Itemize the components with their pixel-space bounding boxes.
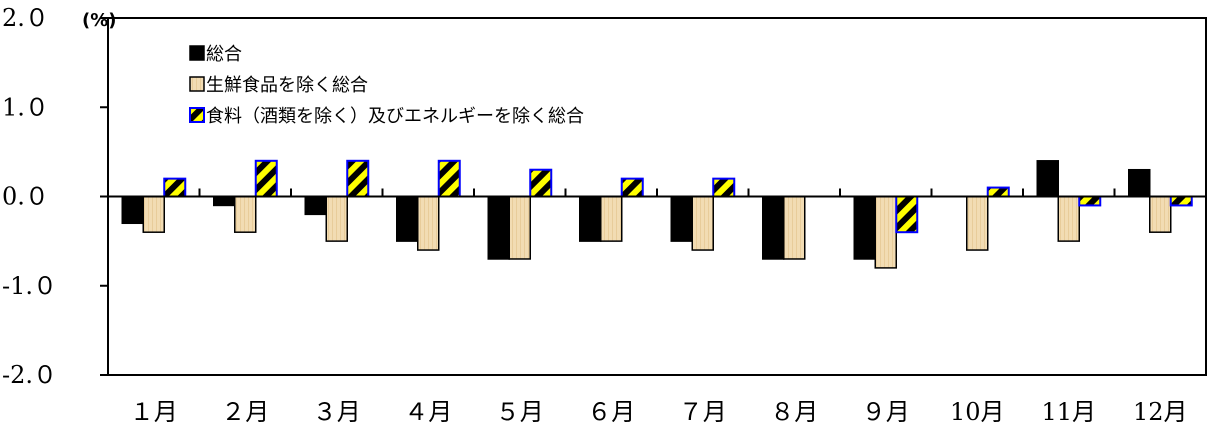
bar-1-7 (670, 195, 693, 242)
bar-1-8 (762, 195, 785, 260)
bar-1-11 (1036, 160, 1059, 198)
x-tick-label: 11月 (1041, 398, 1096, 426)
bar-3-6 (620, 177, 644, 198)
bar-1-1 (121, 195, 144, 225)
bar-3-9 (895, 195, 919, 234)
axes-layer (100, 17, 1206, 376)
bar-1-5 (487, 195, 510, 260)
bar-2-6 (600, 195, 623, 242)
legend-swatch-1 (189, 45, 205, 61)
y-tick-label: 0.０ (2, 183, 49, 211)
y-tick-label: 2.０ (2, 4, 49, 32)
x-tick-label: 12月 (1133, 398, 1188, 426)
bar-1-3 (304, 195, 327, 216)
bar-2-10 (966, 195, 989, 251)
legend-label-3: 食料（酒類を除く）及びエネルギーを除く総合 (206, 106, 584, 127)
x-tick-label: １月 (130, 398, 178, 426)
bar-2-8 (783, 195, 806, 260)
legend-swatch-2 (189, 76, 205, 92)
y-tick-label: 1.０ (2, 93, 49, 121)
bar-3-1 (163, 177, 187, 198)
bar-1-12 (1128, 168, 1151, 198)
bar-1-4 (396, 195, 419, 242)
bar-3-11 (1078, 195, 1102, 207)
bar-2-9 (874, 195, 897, 269)
y-tick-label: -1.０ (2, 272, 57, 300)
bar-2-5 (508, 195, 531, 260)
bar-1-6 (579, 195, 602, 242)
bar-2-1 (142, 195, 165, 233)
x-tick-label: ２月 (221, 398, 269, 426)
bar-3-3 (346, 159, 370, 198)
legend-label-2: 生鮮食品を除く総合 (206, 75, 368, 96)
x-tick-label: ５月 (496, 398, 544, 426)
x-tick-label: ７月 (679, 398, 727, 426)
legend-swatch-3 (189, 107, 205, 123)
x-tick-label: ９月 (862, 398, 910, 426)
x-tick-label: ４月 (404, 398, 452, 426)
bar-2-12 (1149, 195, 1172, 233)
bar-1-2 (213, 195, 236, 207)
y-unit-label: (%) (82, 10, 117, 31)
bar-3-2 (254, 159, 278, 198)
bar-3-4 (437, 159, 461, 198)
bar-3-10 (986, 186, 1010, 198)
bar-1-9 (853, 195, 876, 260)
legend-label-1: 総合 (206, 44, 242, 65)
x-tick-label: ６月 (587, 398, 635, 426)
x-tick-label: ３月 (313, 398, 361, 426)
x-axis-labels: １月 ２月 ３月 ４月 ５月 ６月 ７月 ８月 ９月 10月 11月 12月 (130, 398, 1188, 426)
bar-2-11 (1057, 195, 1080, 242)
y-tick-label: -2.０ (2, 361, 57, 389)
y-axis-labels: 2.０ 1.０ 0.０ -1.０ -2.０ (%) (2, 4, 117, 389)
bar-3-7 (712, 177, 736, 198)
x-tick-label: 10月 (950, 398, 1005, 426)
bar-2-4 (417, 195, 440, 251)
bar-2-2 (234, 195, 257, 233)
bar-3-12 (1169, 195, 1193, 207)
bar-2-3 (325, 195, 348, 242)
x-tick-label: ８月 (770, 398, 818, 426)
bar-2-7 (691, 195, 714, 251)
bar-3-5 (529, 168, 553, 198)
bars-layer (121, 159, 1193, 269)
